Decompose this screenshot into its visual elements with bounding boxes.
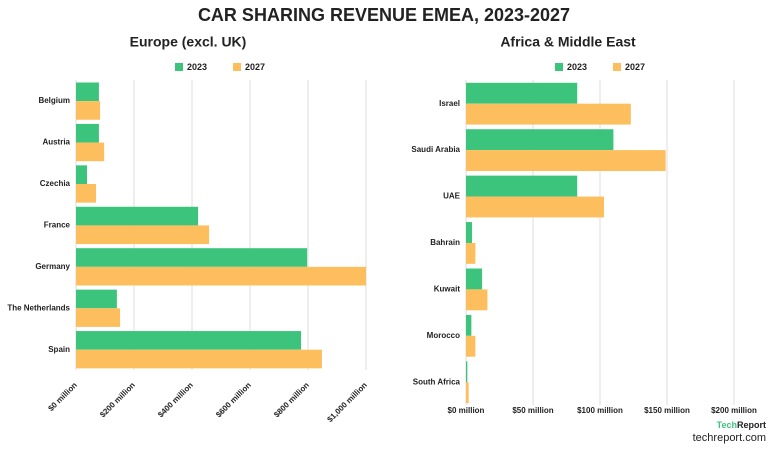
- y-tick-label: Israel: [439, 99, 460, 108]
- bar: [76, 308, 121, 327]
- legend-swatch: [555, 63, 563, 71]
- bar: [466, 382, 469, 404]
- y-tick-label: UAE: [443, 192, 461, 201]
- site: techreport.com: [693, 432, 766, 444]
- chart-title: Europe (excl. UK): [130, 34, 247, 50]
- bar: [76, 142, 105, 162]
- bar: [76, 266, 366, 286]
- bar: [466, 268, 483, 290]
- y-tick-label: Bahrain: [430, 238, 460, 247]
- x-tick-label: $0 million: [46, 380, 79, 413]
- bar: [466, 82, 578, 104]
- y-tick-label: Kuwait: [434, 285, 461, 294]
- x-tick-label: $200 million: [98, 380, 137, 419]
- x-tick-label: $200 million: [711, 406, 757, 415]
- y-tick-label: Austria: [42, 138, 70, 147]
- x-tick-label: $100 million: [577, 406, 623, 415]
- bar: [466, 222, 473, 243]
- legend-swatch: [175, 63, 183, 71]
- bar: [76, 123, 99, 143]
- bar: [466, 150, 666, 171]
- bar: [76, 101, 101, 120]
- x-tick-label: $0 million: [448, 406, 485, 415]
- bar: [76, 331, 302, 350]
- x-tick-label: $600 million: [214, 380, 253, 419]
- legend-swatch: [613, 63, 621, 71]
- x-tick-label: $50 million: [512, 406, 553, 415]
- logo-part: Tech: [717, 420, 737, 430]
- y-tick-label: South Africa: [413, 377, 461, 386]
- y-tick-label: The Netherlands: [7, 303, 70, 312]
- x-tick-label: $400 million: [156, 380, 195, 419]
- bar: [466, 361, 468, 383]
- legend-label: 2023: [567, 62, 587, 72]
- bar: [466, 335, 476, 357]
- bar: [76, 248, 308, 267]
- legend-swatch: [233, 63, 241, 71]
- bar: [466, 103, 631, 125]
- y-tick-label: Germany: [35, 262, 70, 271]
- y-tick-label: Spain: [48, 345, 70, 354]
- bar: [76, 349, 322, 369]
- bar: [466, 289, 488, 311]
- logo-part: Report: [737, 420, 766, 430]
- legend-label: 2023: [187, 62, 207, 72]
- x-tick-label: $150 million: [644, 406, 690, 415]
- bar: [76, 82, 99, 102]
- bar: [466, 196, 605, 218]
- chart-title: Africa & Middle East: [500, 34, 636, 50]
- page-title: CAR SHARING REVENUE EMEA, 2023-2027: [198, 5, 570, 25]
- bar: [76, 206, 199, 226]
- y-tick-label: France: [44, 221, 71, 230]
- y-tick-label: Czechia: [40, 179, 71, 188]
- legend-label: 2027: [245, 62, 265, 72]
- bar: [466, 242, 476, 264]
- bar: [466, 314, 472, 336]
- bar: [76, 225, 210, 245]
- x-tick-label: $800 million: [272, 380, 311, 419]
- x-tick-label: $1,000 million: [325, 380, 369, 424]
- bar: [466, 129, 614, 151]
- y-tick-label: Belgium: [38, 96, 70, 105]
- bar: [76, 289, 117, 309]
- bar: [76, 183, 97, 203]
- y-tick-label: Morocco: [427, 331, 460, 340]
- y-tick-label: Saudi Arabia: [411, 145, 460, 154]
- logo: TechReport: [717, 420, 766, 430]
- bar: [466, 175, 578, 197]
- bar: [76, 165, 88, 184]
- legend-label: 2027: [625, 62, 645, 72]
